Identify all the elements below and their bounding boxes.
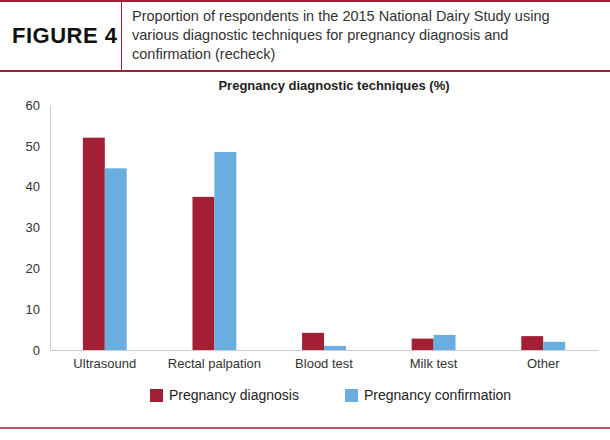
bar	[521, 336, 543, 350]
figure-caption: Proportion of respondents in the 2015 Na…	[132, 7, 550, 64]
frame-line	[0, 427, 610, 429]
x-axis: Ultrasound Rectal palpation Blood test Milk…	[51, 350, 599, 371]
y-tick-label: 20	[26, 261, 40, 276]
bars	[83, 138, 565, 350]
bar	[302, 333, 324, 350]
header-divider	[121, 2, 122, 70]
bar	[214, 152, 236, 350]
bar	[192, 197, 214, 350]
legend-swatch	[345, 389, 358, 402]
legend-swatch	[150, 389, 163, 402]
x-tick-label: Blood test	[295, 356, 353, 371]
y-tick: 0	[33, 343, 50, 358]
y-tick-label: 40	[26, 179, 40, 194]
x-axis-line	[51, 350, 599, 351]
x-tick: Blood test	[295, 350, 353, 371]
y-axis-line	[50, 106, 51, 351]
x-tick-label: Milk test	[410, 356, 458, 371]
legend: Pregnancy diagnosis Pregnancy confirmatio…	[150, 387, 511, 403]
y-tick: 10	[26, 302, 50, 317]
y-tick-label: 30	[26, 220, 40, 235]
x-tick: Ultrasound	[73, 350, 136, 371]
y-tick-label: 10	[26, 302, 40, 317]
legend-label: Pregnancy confirmation	[364, 387, 511, 403]
y-tick-label: 60	[26, 98, 40, 113]
chart: Pregnancy diagnostic techniques (%) 0 10 20…	[0, 0, 610, 440]
y-tick-label: 50	[26, 138, 40, 153]
bar	[412, 339, 434, 350]
bar	[105, 168, 127, 350]
bar	[83, 138, 105, 350]
figure-header: FIGURE 4 Proportion of respondents in th…	[0, 0, 610, 72]
x-tick: Rectal palpation	[168, 350, 261, 371]
bar	[543, 342, 565, 350]
bar-series	[105, 152, 565, 350]
y-tick: 20	[26, 261, 50, 276]
bar	[324, 346, 346, 350]
legend-label: Pregnancy diagnosis	[169, 387, 299, 403]
y-tick: 40	[26, 179, 50, 194]
x-tick: Other	[527, 350, 560, 371]
x-tick-label: Ultrasound	[73, 356, 136, 371]
y-tick: 60	[26, 98, 50, 113]
y-tick: 30	[26, 220, 50, 235]
y-axis: 0 10 20 30 40 50 60	[26, 98, 51, 358]
y-tick-label: 0	[33, 343, 40, 358]
x-tick-label: Other	[527, 356, 560, 371]
bar	[434, 335, 456, 350]
y-tick: 50	[26, 138, 50, 153]
bar-series	[83, 138, 543, 350]
x-tick-label: Rectal palpation	[168, 356, 261, 371]
chart-title: Pregnancy diagnostic techniques (%)	[218, 78, 449, 93]
x-tick: Milk test	[410, 350, 458, 371]
figure-label: FIGURE 4	[12, 2, 120, 70]
